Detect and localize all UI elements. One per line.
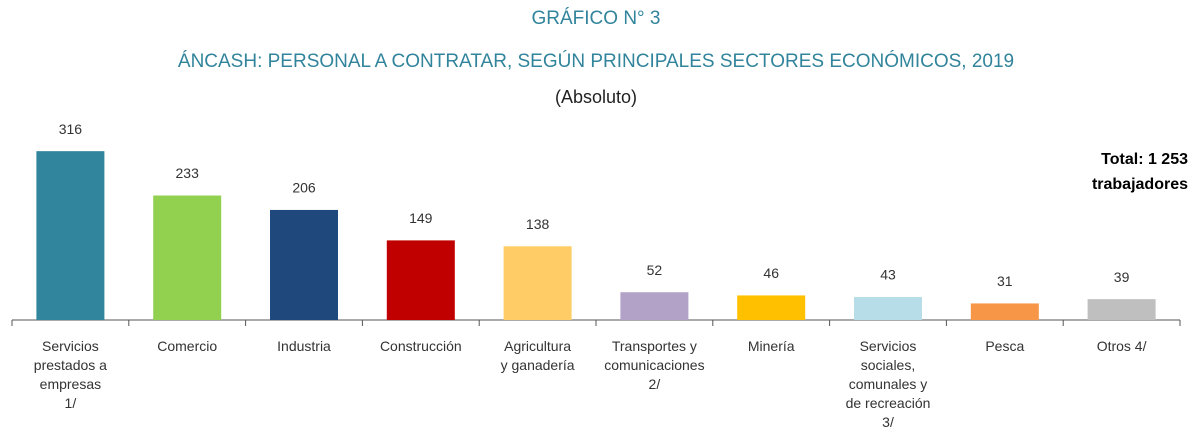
bar — [270, 209, 338, 320]
bar — [970, 303, 1039, 320]
chart-title: GRÁFICO N° 3 — [531, 8, 660, 29]
data-label: 43 — [880, 267, 896, 283]
data-label: 206 — [292, 180, 316, 196]
unit-label: (Absoluto) — [555, 87, 637, 107]
data-label: 31 — [997, 273, 1013, 289]
bar — [36, 151, 105, 320]
x-tick-label: Industria — [277, 338, 331, 354]
bar — [737, 295, 806, 320]
x-tick-label: Servicios prestados a empresas 1/ — [33, 338, 107, 411]
bar — [503, 246, 572, 320]
x-tick-label: Otros 4/ — [1096, 338, 1147, 354]
x-tick-label: Comercio — [157, 338, 218, 354]
x-tick-label: Minería — [747, 338, 795, 354]
x-tick-label: Agricultura y ganadería — [500, 338, 575, 373]
x-tick-label: Pesca — [985, 338, 1025, 354]
bar — [153, 195, 222, 320]
annotation: Total: 1 253 — [1101, 151, 1188, 168]
bar — [854, 297, 922, 320]
data-label: 149 — [409, 210, 433, 226]
data-label: 52 — [647, 262, 663, 278]
data-label: 233 — [176, 165, 200, 181]
data-label: 39 — [1114, 269, 1130, 285]
x-tick-label: Construcción — [379, 338, 462, 354]
x-tick-label: Servicios sociales, comunales y de recre… — [845, 338, 931, 430]
bar — [386, 240, 455, 320]
chart-subtitle: ÁNCASH: PERSONAL A CONTRATAR, SEGÚN PRIN… — [178, 50, 1014, 72]
x-tick-label: Transportes y comunicaciones 2/ — [604, 338, 705, 392]
data-label: 316 — [59, 121, 83, 137]
data-label: 46 — [763, 265, 779, 281]
bar — [620, 292, 689, 320]
annotation: trabajadores — [1092, 176, 1188, 193]
data-label: 138 — [526, 216, 550, 232]
bar — [1087, 299, 1156, 320]
